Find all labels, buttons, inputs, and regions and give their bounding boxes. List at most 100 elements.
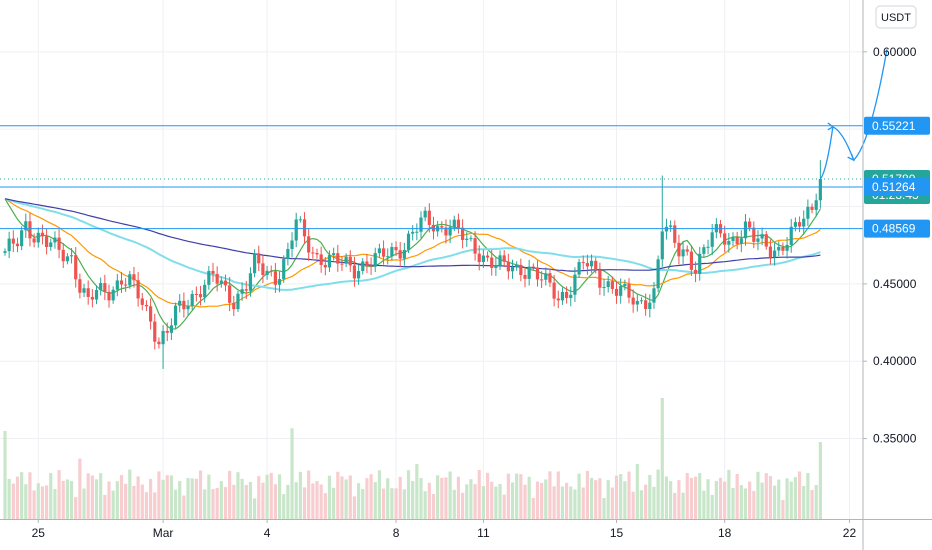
candle-body: [485, 255, 490, 258]
candle-body: [635, 300, 639, 305]
candle-body: [477, 253, 481, 263]
candle-body: [648, 302, 652, 309]
volume-bar: [748, 481, 752, 519]
projection-path: [819, 49, 888, 180]
volume-bar: [315, 481, 319, 519]
candle-body: [548, 273, 552, 283]
candle-body: [531, 266, 535, 268]
volume-bar: [182, 495, 186, 519]
candle-body: [327, 255, 332, 268]
candle-body: [818, 178, 822, 201]
candle-body: [61, 249, 65, 262]
volume-bar: [585, 470, 589, 519]
projection-arrowhead: [827, 122, 834, 131]
candle-body: [90, 296, 94, 300]
candle-body: [448, 227, 452, 236]
volume-bar: [7, 478, 11, 519]
volume-bar: [24, 484, 28, 519]
candle-body: [124, 284, 128, 286]
volume-bar: [714, 480, 718, 519]
candle-body: [282, 259, 286, 280]
volume-bar: [768, 476, 773, 519]
candle-body: [731, 237, 735, 242]
volume-bar: [236, 472, 240, 519]
volume-bar: [706, 479, 710, 519]
volume-bar: [228, 470, 232, 519]
volume-bar: [531, 498, 535, 519]
volume-bar: [377, 470, 381, 519]
candle-body: [273, 271, 277, 285]
candle-body: [36, 232, 40, 243]
candle-body: [119, 280, 124, 285]
volume-bar: [635, 464, 639, 519]
candle-body: [706, 246, 710, 248]
candle-body: [381, 248, 386, 257]
candle-body: [357, 271, 361, 279]
candle-body: [510, 267, 515, 272]
volume-bar: [369, 474, 373, 519]
volume-bar: [515, 473, 519, 519]
volume-bar: [336, 471, 340, 519]
projection-line[interactable]: [819, 49, 888, 180]
candle-body: [115, 280, 119, 290]
volume-bar: [11, 483, 15, 519]
volume-bar: [581, 487, 585, 519]
volume-bar: [494, 486, 498, 519]
candle-body: [178, 300, 182, 306]
candle-body: [431, 224, 436, 232]
candle-body: [49, 242, 53, 248]
volume-bar: [693, 476, 698, 519]
x-axis-ticks: 25 Mar 4 8 11 15 18 22: [32, 519, 857, 540]
volume-bar: [773, 485, 777, 519]
candle-body: [606, 281, 610, 288]
x-tick-label: 22: [843, 526, 857, 540]
candle-body: [78, 279, 82, 293]
candle-body: [589, 260, 594, 267]
volume-bar: [307, 470, 311, 519]
currency-label: USDT: [881, 12, 911, 24]
candle-body: [132, 274, 136, 281]
candle-body: [402, 249, 406, 259]
candle-body: [677, 242, 681, 257]
candle-body: [473, 238, 477, 254]
volume-bar: [411, 480, 415, 519]
volume-bar: [818, 442, 822, 519]
candle-body: [652, 288, 656, 303]
candle-body: [323, 264, 327, 268]
volume-bar: [240, 478, 244, 519]
candle-body: [752, 227, 756, 242]
volume-bar: [477, 469, 481, 519]
candle-body: [627, 283, 631, 298]
volume-bar: [132, 485, 136, 519]
candle-body: [406, 233, 411, 250]
volume-bar: [552, 486, 556, 519]
volume-bar: [760, 482, 764, 519]
candle-body: [361, 261, 365, 272]
volume-bar: [614, 475, 619, 519]
currency-badge[interactable]: [875, 5, 917, 29]
candle-body: [768, 246, 773, 258]
candle-body: [257, 253, 261, 264]
candle-body: [560, 291, 565, 301]
candle-body: [386, 256, 390, 258]
volume-bar: [735, 474, 739, 519]
candle-body: [452, 219, 456, 228]
volume-bar: [569, 486, 573, 519]
candle-body: [302, 219, 307, 237]
volume-bar: [319, 484, 323, 519]
candle-body: [631, 297, 635, 305]
volume-bar: [519, 474, 523, 519]
candle-body: [3, 251, 7, 253]
volume-bar: [565, 482, 569, 519]
candle-body: [427, 210, 431, 225]
candle-body: [215, 273, 219, 284]
volume-bar: [248, 482, 253, 519]
volume-bar: [373, 482, 377, 519]
volume-bar: [727, 469, 731, 519]
volume-bar: [785, 478, 789, 519]
volume-bar: [623, 481, 627, 519]
volume-bar: [190, 478, 194, 519]
candle-body: [535, 267, 540, 280]
candle-body: [228, 285, 232, 303]
